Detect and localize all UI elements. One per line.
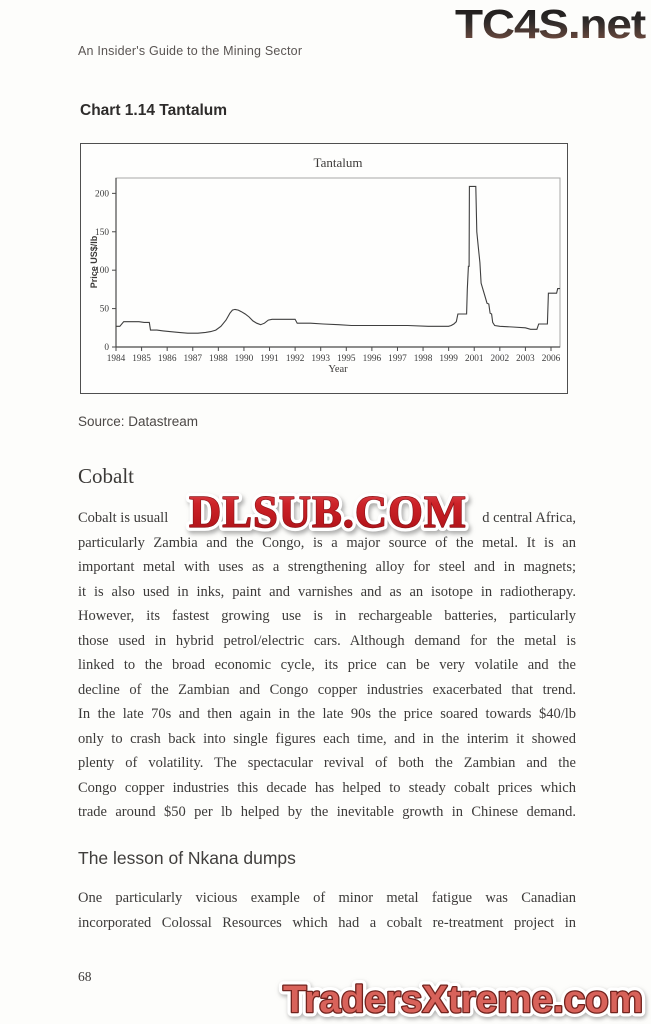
x-axis-tick-label: 1991 [260,354,279,364]
x-axis-tick-label: 1995 [337,354,356,364]
x-axis-tick-label: 2006 [542,354,561,364]
x-axis-tick-label: 1990 [235,354,254,364]
body-line: trade around $50 per lb helped by the in… [78,804,576,820]
watermark-dlsub-text: DLSUB.COM [189,486,467,537]
x-axis-tick-label: 1985 [132,354,151,364]
body-line-fragment-right: d central Africa, [482,510,576,526]
x-axis-tick-label: 1996 [363,354,382,364]
watermark-dlsub-outline: DLSUB.COM [189,486,467,537]
watermark-tc4s: TC4S.net [455,2,647,46]
y-axis-tick-label: 0 [104,343,109,353]
x-axis-tick-label: 1992 [286,354,305,364]
body-line: incorporated Colossal Resources which ha… [78,914,576,931]
body-line: decline of the Zambian and Congo copper … [78,681,576,698]
body-line: linked to the broad economic cycle, its … [78,657,576,673]
section-heading-cobalt: Cobalt [78,464,134,488]
body-line: it is also used in inks, paint and varni… [78,583,576,600]
watermark-tc4s-text: TC4S.net [455,2,646,46]
x-axis-tick-label: 1997 [388,354,407,364]
price-line-chart: 0 50 100 150 200 1984 1985 1986 1987 1988 1990 1991… [95,177,561,364]
x-axis-tick-label: 1993 [311,354,330,364]
x-axis-tick-label: 2002 [491,354,510,364]
x-axis-tick-label: 1988 [209,354,228,364]
watermark-tradersxtreme-text: TradersXtreme.com [283,979,643,1021]
x-axis-tick-label: 1998 [414,354,433,364]
chart-title: Tantalum [313,155,363,170]
subsection-heading-nkana: The lesson of Nkana dumps [78,848,296,868]
watermark-dlsub: DLSUB.COM DLSUB.COM [185,482,470,541]
x-axis-tick-label: 1984 [107,354,126,364]
chart-caption: Chart 1.14 Tantalum [80,102,228,119]
body-line: Cobalt is usuall d central Africa, [78,506,576,531]
body-line: Congo copper industries this decade has … [78,779,576,796]
y-axis-tick-label: 100 [95,266,109,276]
x-axis-title: Year [328,364,348,375]
body-paragraph-nkana: One particularly vicious example of mino… [78,886,576,935]
body-line: only to crash back into single figures e… [78,730,576,747]
x-axis-tick-label: 2003 [516,354,535,364]
chart-figure: Tantalum Price US$/lb Year 0 50 100 150 200 1… [80,143,568,394]
y-axis-tick-label: 200 [95,189,109,199]
figure-source: Source: Datastream [78,414,199,429]
watermark-tradersxtreme: TradersXtreme.com TradersXtreme.com [279,975,648,1024]
page-number: 68 [78,969,92,984]
x-axis-tick-label: 1987 [183,354,202,364]
x-axis-tick-label: 1999 [439,354,458,364]
x-axis-tick-label: 1986 [158,354,177,364]
x-axis-tick-label: 2001 [465,354,484,364]
price-line [116,185,560,334]
body-line: those used in hybrid petrol/electric car… [78,632,576,649]
body-line: particularly Zambia and the Congo, is a … [78,534,576,551]
plot-border [115,177,561,348]
body-line: In the late 70s and then again in the la… [78,706,576,722]
running-header: An Insider's Guide to the Mining Sector [78,44,303,58]
body-paragraph-cobalt: Cobalt is usuall d central Africa, parti… [78,506,576,825]
y-axis-tick-label: 150 [95,228,109,238]
body-line: However, its fastest growing use is in r… [78,608,576,624]
body-line-fragment-left: Cobalt is usuall [78,510,169,526]
body-line: important metal with uses as a strengthe… [78,559,576,575]
watermark-tradersxtreme-outline: TradersXtreme.com [283,979,643,1021]
y-axis-tick-label: 50 [100,305,110,315]
body-line: One particularly vicious example of mino… [78,890,576,906]
body-line: plenty of volatility. The spectacular re… [78,755,576,771]
